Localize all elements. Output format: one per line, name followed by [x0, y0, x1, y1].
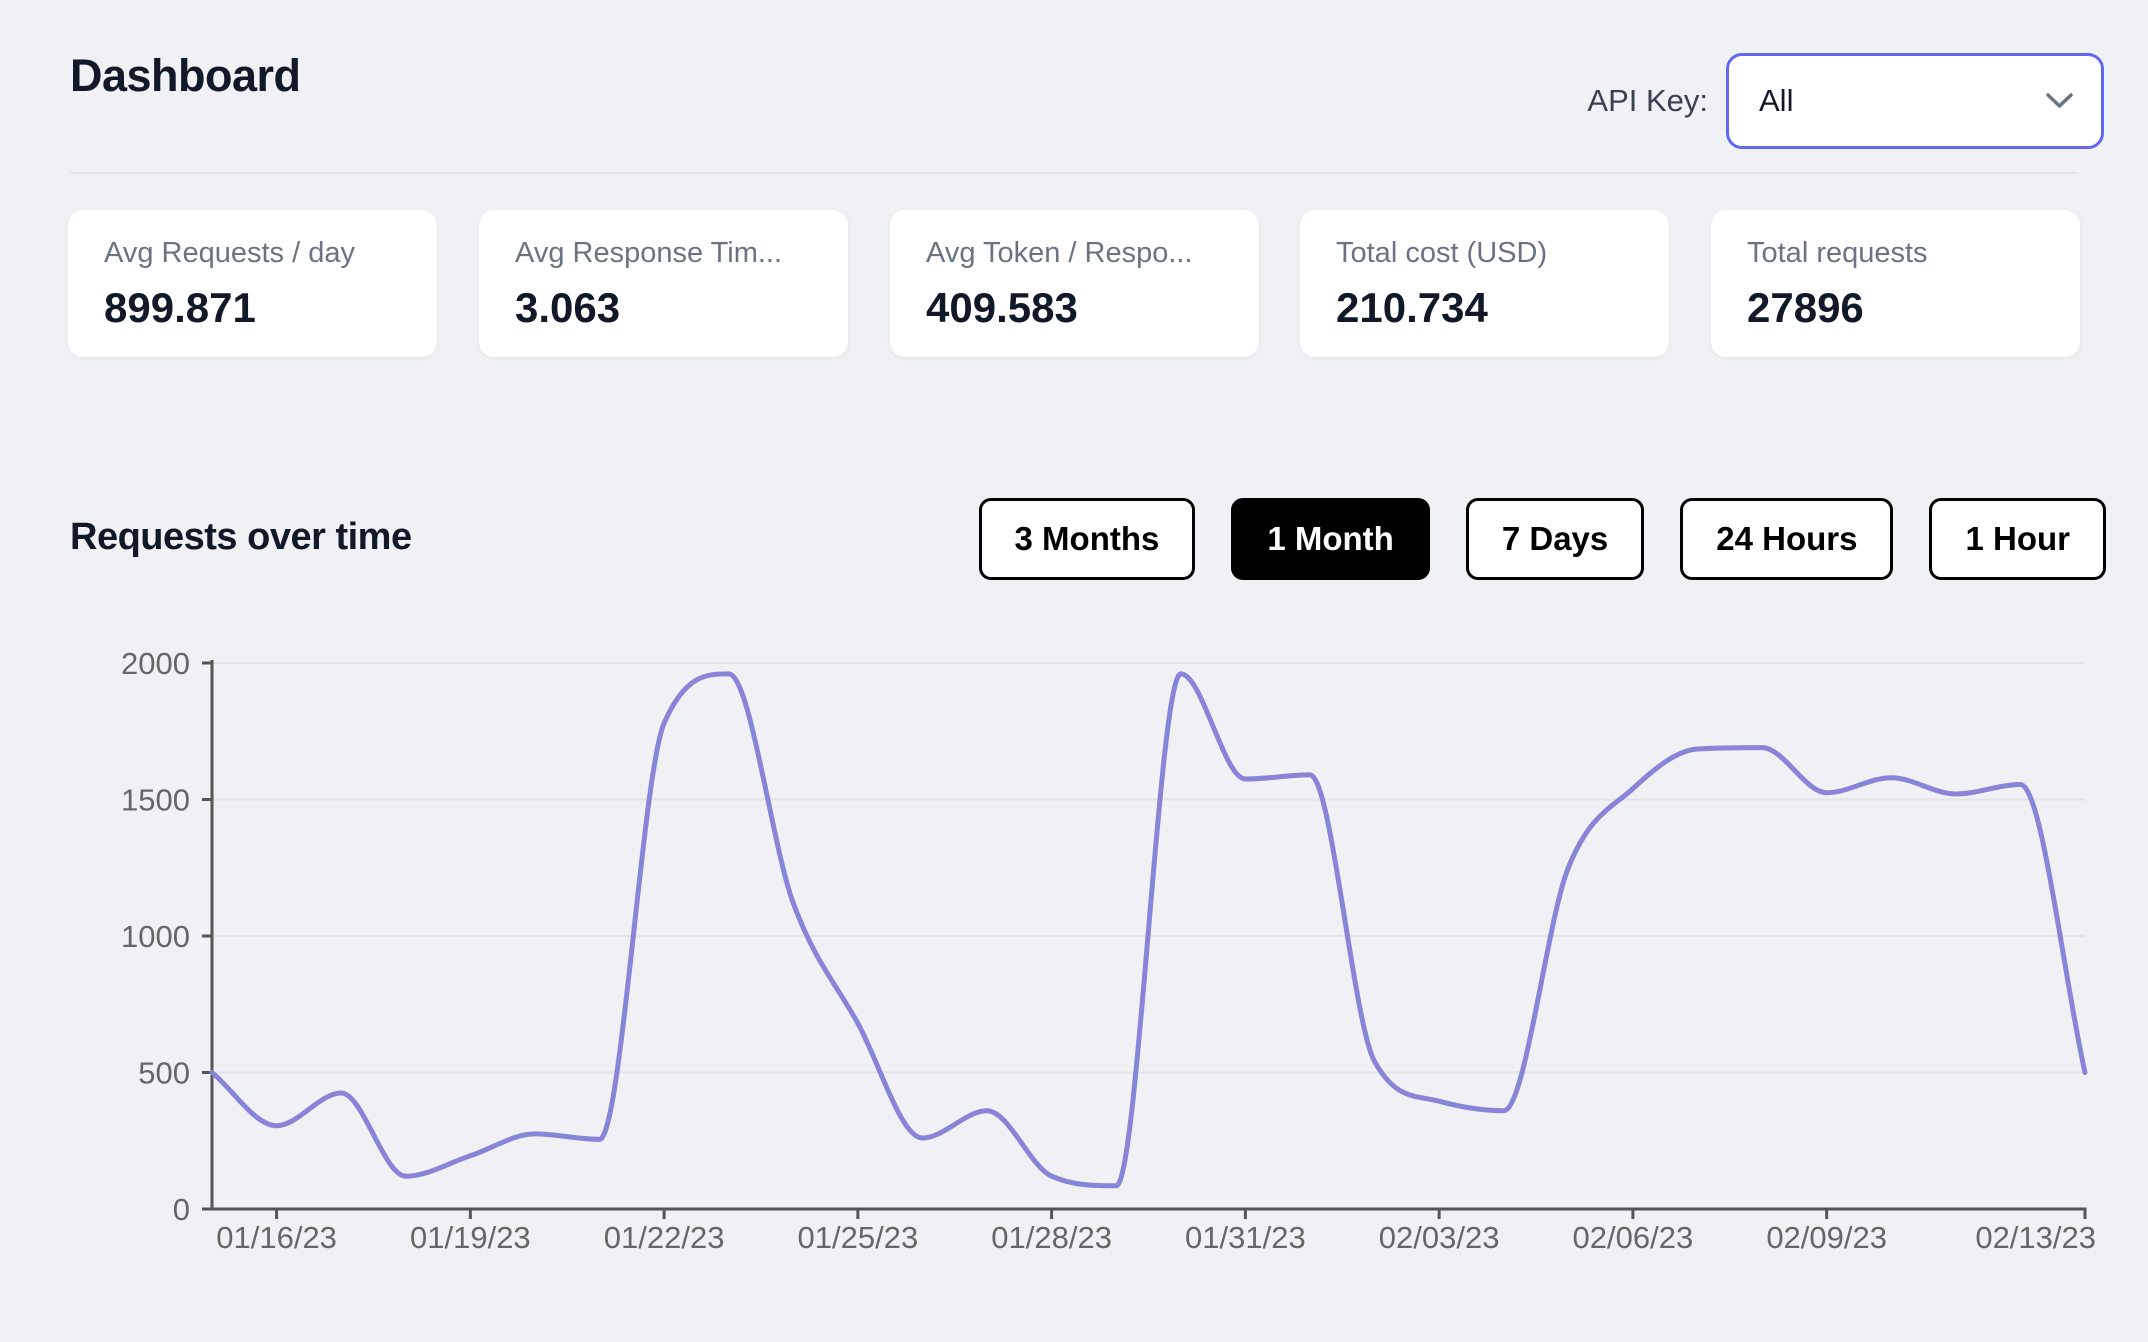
stat-card-total-requests: Total requests 27896 [1711, 210, 2080, 357]
api-key-select[interactable]: All [1726, 53, 2104, 149]
stat-card-total-cost: Total cost (USD) 210.734 [1300, 210, 1669, 357]
y-tick-label: 500 [138, 1056, 190, 1091]
x-tick-label: 01/31/23 [1185, 1220, 1306, 1255]
y-tick-label: 2000 [121, 646, 190, 681]
y-tick-label: 0 [173, 1192, 190, 1227]
x-tick-label: 01/22/23 [604, 1220, 725, 1255]
stat-value: 899.871 [104, 284, 256, 331]
section-title-requests-over-time: Requests over time [70, 516, 412, 558]
stat-value: 409.583 [926, 284, 1078, 331]
time-range-button-3-months[interactable]: 3 Months [978, 498, 1196, 580]
x-tick-label: 01/16/23 [216, 1220, 337, 1255]
page-title: Dashboard [70, 50, 301, 101]
x-tick-label: 01/28/23 [991, 1220, 1112, 1255]
stat-label: Total requests [1747, 237, 1928, 269]
time-range-button-1-hour[interactable]: 1 Hour [1929, 498, 2106, 580]
api-key-row: API Key: All [1587, 53, 2104, 149]
stat-label: Avg Response Tim... [515, 237, 783, 269]
stat-value: 27896 [1747, 284, 1864, 331]
time-range-buttons: 3 Months 1 Month 7 Days 24 Hours 1 Hour [978, 498, 2106, 580]
chart-line-requests [209, 671, 2088, 1189]
stats-row: Avg Requests / day 899.871 Avg Response … [0, 210, 2148, 357]
time-range-button-7-days[interactable]: 7 Days [1465, 498, 1645, 580]
stat-value: 3.063 [515, 284, 621, 331]
stat-card-avg-response-time: Avg Response Tim... 3.063 [479, 210, 848, 357]
stat-value: 210.734 [1336, 284, 1488, 331]
x-tick-label: 01/19/23 [410, 1220, 531, 1255]
stat-label: Avg Token / Respo... [926, 237, 1193, 269]
header-divider [70, 172, 2078, 174]
x-tick-label: 02/13/23 [1975, 1220, 2096, 1255]
y-tick-label: 1000 [121, 919, 190, 954]
x-tick-label: 01/25/23 [798, 1220, 919, 1255]
y-tick-label: 1500 [121, 783, 190, 818]
x-tick-label: 02/09/23 [1766, 1220, 1887, 1255]
time-range-button-24-hours[interactable]: 24 Hours [1680, 498, 1894, 580]
chevron-down-icon [2046, 93, 2073, 109]
stat-label: Total cost (USD) [1336, 237, 1548, 269]
api-key-label: API Key: [1587, 83, 1708, 118]
api-key-selected-value: All [1759, 83, 1794, 118]
x-tick-label: 02/06/23 [1573, 1220, 1694, 1255]
stat-card-avg-requests: Avg Requests / day 899.871 [68, 210, 437, 357]
time-range-button-1-month[interactable]: 1 Month [1231, 498, 1430, 580]
stat-label: Avg Requests / day [104, 237, 355, 269]
stat-card-avg-token: Avg Token / Respo... 409.583 [890, 210, 1259, 357]
x-tick-label: 02/03/23 [1379, 1220, 1500, 1255]
